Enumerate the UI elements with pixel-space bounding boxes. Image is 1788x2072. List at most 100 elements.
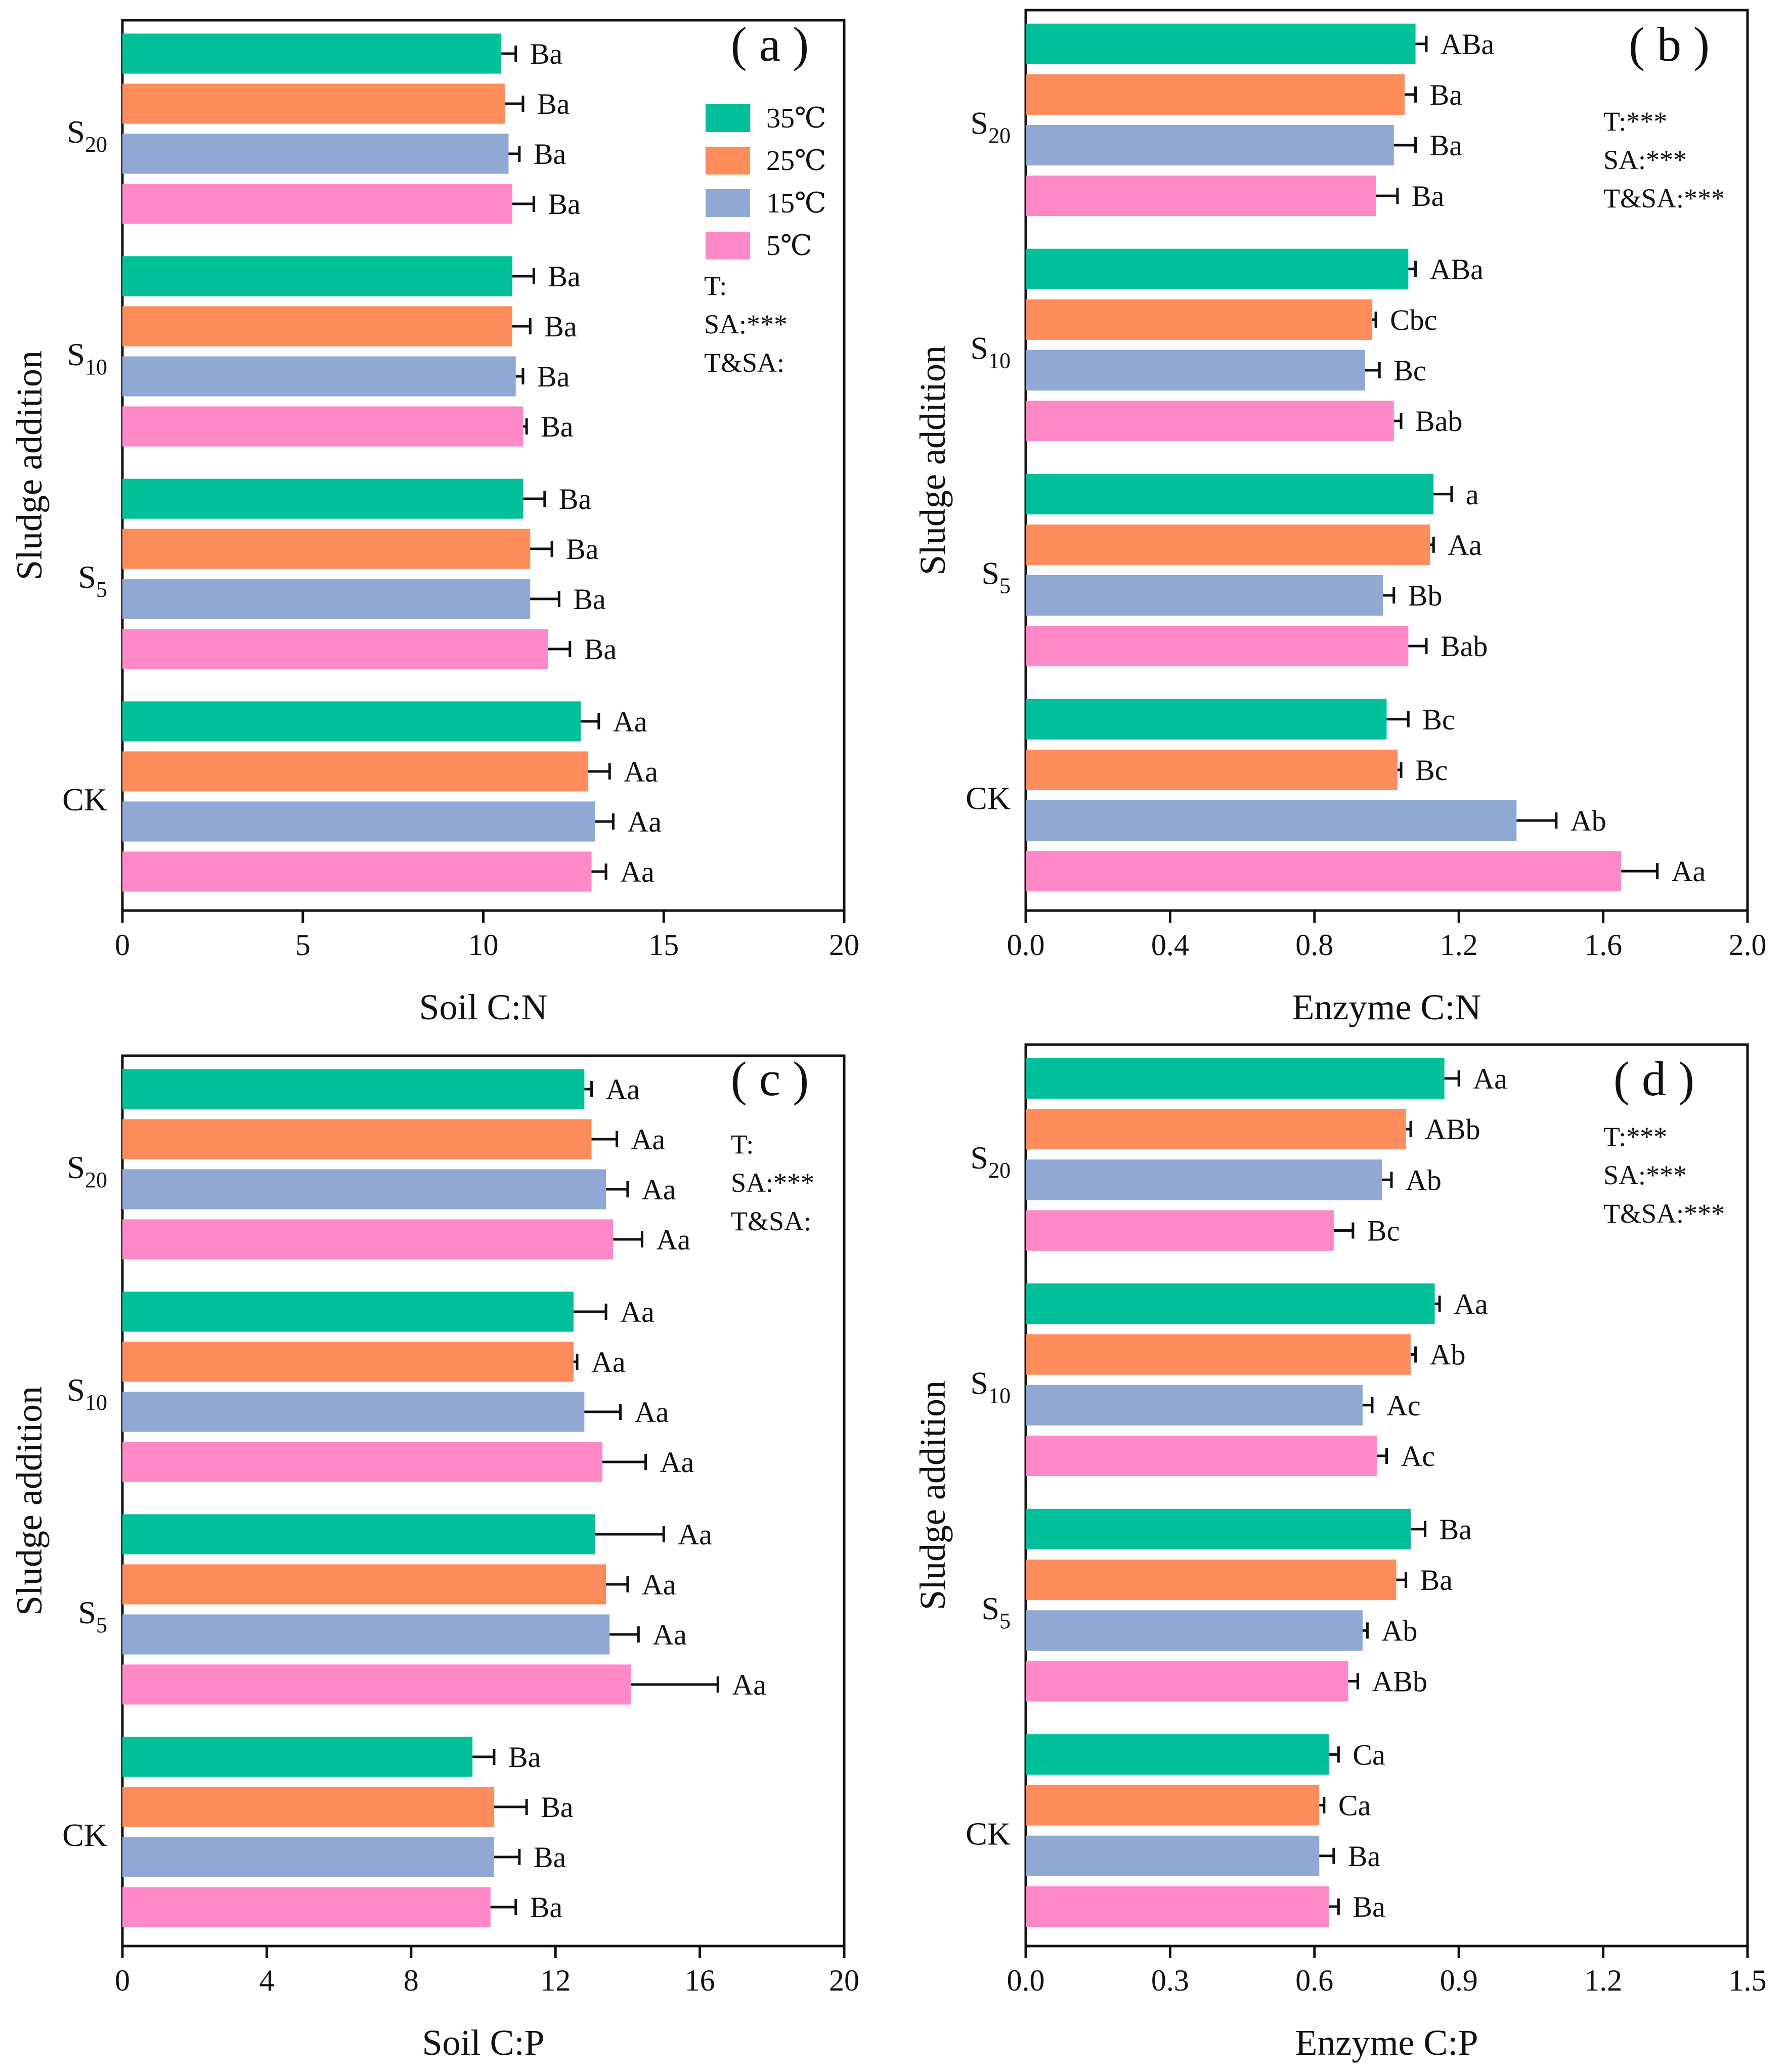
bar-d-ck-35c [1026, 1734, 1329, 1775]
bar-d-s5-5c [1026, 1661, 1348, 1702]
x-tick-label: 1.2 [1440, 928, 1478, 962]
bar-a-s20-5c [122, 184, 512, 224]
bar-label: Ba [530, 37, 562, 70]
x-tick-label: 4 [259, 1964, 274, 1997]
bar-d-s5-25c [1026, 1559, 1397, 1601]
x-axis-title: Enzyme C:P [1295, 2022, 1478, 2063]
stats-annotation: SA:*** [1603, 1160, 1687, 1190]
y-axis-title: Sludge addition [912, 1380, 953, 1610]
legend-label: 25℃ [766, 145, 826, 177]
category-label: S5 [981, 1590, 1011, 1633]
bar-c-s5-35c [122, 1514, 595, 1555]
bar-label: Ab [1430, 1339, 1466, 1371]
bar-label: Ab [1406, 1163, 1442, 1196]
bar-a-s10-25c [122, 306, 512, 347]
stats-annotation: T: [704, 271, 727, 301]
stats-annotation: T&SA:*** [1603, 1198, 1725, 1229]
bar-d-s20-15c [1026, 1159, 1382, 1200]
legend-label: 35℃ [766, 103, 826, 134]
bar-a-ck-5c [122, 851, 592, 892]
bar-c-s10-5c [122, 1442, 602, 1482]
legend-swatch-35c [706, 104, 750, 132]
x-tick-label: 0.6 [1295, 1964, 1333, 1997]
bar-label: Ba [573, 583, 605, 616]
bar-b-s5-5c [1026, 626, 1409, 667]
bar-b-s10-15c [1026, 350, 1365, 391]
x-tick-label: 0 [115, 1964, 130, 1997]
bar-label: Aa [1672, 855, 1706, 888]
bar-d-s20-35c [1026, 1058, 1445, 1099]
bar-label: Aa [620, 855, 655, 888]
bar-a-s10-15c [122, 356, 516, 397]
bar-b-ck-25c [1026, 749, 1398, 790]
x-tick-label: 8 [404, 1964, 419, 1997]
bar-label: Ba [541, 1791, 573, 1824]
category-label: CK [966, 781, 1011, 816]
x-axis-title: Enzyme C:N [1292, 987, 1481, 1027]
x-tick-label: 0.0 [1007, 928, 1045, 962]
category-label: S20 [67, 114, 107, 157]
bar-a-s5-15c [122, 579, 531, 619]
bar-d-s10-25c [1026, 1334, 1411, 1375]
x-tick-label: 20 [829, 1964, 859, 1997]
bar-label: Aa [627, 805, 662, 838]
x-tick-label: 0.0 [1007, 1964, 1045, 1997]
x-tick-label: 15 [648, 928, 679, 962]
bar-label: Aa [635, 1396, 669, 1429]
bar-label: Ba [1348, 1840, 1380, 1873]
category-label: CK [966, 1816, 1011, 1851]
bar-label: Ba [541, 410, 573, 443]
bar-d-s10-15c [1026, 1385, 1363, 1426]
bar-c-ck-15c [122, 1837, 494, 1877]
y-axis-title: Sludge addition [9, 351, 50, 580]
bar-label: Aa [652, 1618, 687, 1651]
x-tick-label: 16 [685, 1964, 715, 1997]
bar-c-s10-35c [122, 1291, 574, 1332]
bar-a-ck-35c [122, 701, 581, 742]
bar-label: Bab [1415, 405, 1462, 438]
x-tick-label: 0.8 [1295, 928, 1333, 962]
bar-label: Ba [530, 1891, 562, 1924]
bar-label: Ba [548, 188, 580, 221]
bar-a-s10-5c [122, 406, 523, 447]
bar-label: Ba [534, 1841, 566, 1874]
bar-label: Ba [1430, 129, 1462, 162]
panel-a: Ba Ba Ba Ba S20 Ba Ba Ba Ba S10 Ba Ba Ba Ba S5 Aa Aa Aa Aa… [9, 17, 859, 1027]
category-label: S10 [970, 1365, 1011, 1408]
bar-label: Ca [1353, 1738, 1385, 1771]
bar-a-ck-15c [122, 801, 595, 842]
bar-b-ck-5c [1026, 851, 1622, 892]
category-label: S10 [67, 1372, 107, 1415]
bar-label: Aa [678, 1518, 712, 1551]
bar-d-s20-25c [1026, 1108, 1406, 1150]
x-tick-label: 10 [468, 928, 499, 962]
bar-label: Ac [1386, 1389, 1421, 1422]
x-tick-label: 1.2 [1584, 1964, 1622, 1997]
bar-label: Aa [591, 1346, 626, 1378]
bar-label: Ba [1420, 1564, 1453, 1596]
bar-c-s20-5c [122, 1219, 614, 1260]
legend-swatch-15c [706, 189, 750, 217]
category-label: S5 [981, 555, 1011, 598]
bar-b-s5-15c [1026, 575, 1383, 616]
category-label: S5 [78, 1594, 107, 1637]
bar-label: Aa [732, 1668, 766, 1701]
panel-d: AaABbAbBcS20AaAbAcAcS10BaBaAbABbS5CaCaBa… [912, 1043, 1767, 2063]
bar-label: Ba [559, 483, 591, 515]
plot-frame [1024, 1043, 1749, 1948]
bar-label: Bc [1367, 1215, 1400, 1247]
legend-label: 5℃ [766, 230, 812, 262]
bar-label: ABa [1441, 28, 1494, 61]
stats-annotation: T:*** [1603, 1121, 1667, 1152]
x-tick-label: 12 [540, 1964, 571, 1997]
bar-label: Aa [660, 1446, 694, 1479]
legend-swatch-25c [706, 147, 750, 175]
bar-d-ck-5c [1026, 1886, 1329, 1927]
bar-d-s10-5c [1026, 1435, 1377, 1477]
bar-label: Ba [537, 360, 570, 393]
bar-label: Bc [1415, 754, 1448, 787]
panel-label: ( b ) [1629, 17, 1710, 71]
bar-label: Ba [584, 633, 617, 666]
bar-c-ck-5c [122, 1887, 491, 1927]
